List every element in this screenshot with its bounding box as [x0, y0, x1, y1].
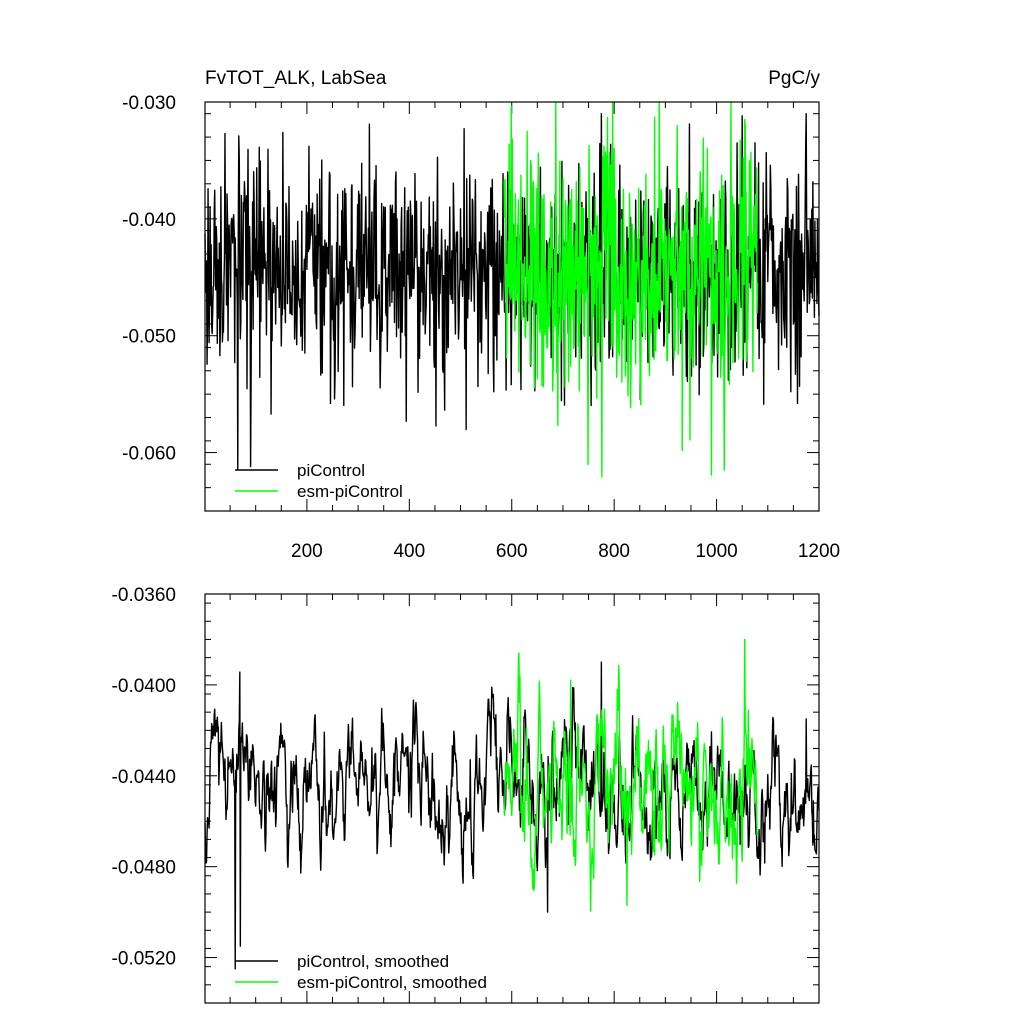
legend-label-picontrol-smoothed: piControl, smoothed — [297, 952, 449, 971]
bottom-series-group — [204, 638, 820, 970]
y-tick-label: -0.060 — [122, 444, 176, 465]
top-x-tick-labels: 200 400 600 800 1000 1200 — [291, 541, 840, 562]
chart-title: FvTOT_ALK, LabSea — [205, 68, 387, 89]
top-plot-frame — [204, 101, 820, 512]
legend-label-picontrol: piControl — [297, 461, 365, 480]
x-tick-label: 800 — [598, 541, 630, 562]
x-tick-label: 1000 — [695, 541, 737, 562]
y-tick-label: -0.0480 — [112, 858, 176, 879]
bottom-y-tick-labels: -0.0360 -0.0400 -0.0440 -0.0480 -0.0520 — [112, 585, 176, 970]
top-chart-panel: FvTOT_ALK, LabSea PgC/y -0.030-0.040-0.0… — [122, 68, 840, 562]
series-line-esm-picontrol-smoothed — [503, 638, 759, 912]
x-tick-label: 600 — [496, 541, 528, 562]
y-tick-label: -0.0520 — [112, 949, 176, 970]
bottom-ticks — [205, 593, 820, 1004]
legend-label-esm-picontrol-smoothed: esm-piControl, smoothed — [297, 973, 487, 992]
top-legend: piControl esm-piControl — [235, 461, 403, 501]
series-line-picontrol-smoothed — [204, 661, 820, 970]
y-tick-label: -0.0360 — [112, 585, 176, 606]
y-tick-label: -0.050 — [122, 327, 176, 348]
x-tick-label: 1200 — [798, 541, 840, 562]
y-tick-label: -0.040 — [122, 210, 176, 231]
y-tick-label: -0.0440 — [112, 767, 176, 788]
bottom-plot-frame — [204, 593, 820, 1004]
top-y-tick-labels: -0.030 -0.040 -0.050 -0.060 — [122, 93, 176, 465]
top-ticks — [205, 101, 820, 512]
units-label: PgC/y — [768, 68, 820, 89]
legend-label-esm-picontrol: esm-piControl — [297, 482, 403, 501]
series-line-esm-picontrol — [503, 101, 759, 478]
bottom-legend: piControl, smoothed esm-piControl, smoot… — [235, 952, 487, 992]
y-tick-label: -0.030 — [122, 93, 176, 114]
bottom-chart-panel: -0.0360 -0.0400 -0.0440 -0.0480 -0.0520 piCo… — [112, 585, 820, 1004]
x-tick-label: 400 — [393, 541, 425, 562]
x-tick-label: 200 — [291, 541, 323, 562]
top-series-group — [204, 101, 820, 478]
y-tick-label: -0.0400 — [112, 676, 176, 697]
